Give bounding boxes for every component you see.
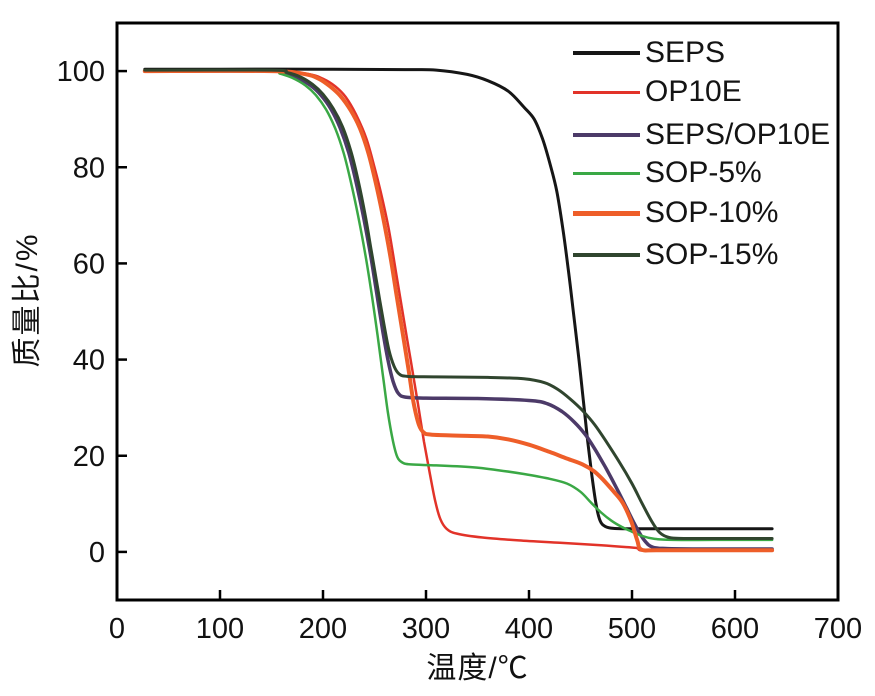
y-tick-label: 80: [73, 152, 105, 184]
x-tick-label: 700: [814, 613, 862, 645]
curve-SEPS: [143, 67, 774, 531]
legend-label: SEPS/OP10E: [645, 118, 831, 151]
curve-OP10E: [143, 69, 774, 552]
legend-item-SEPS: SEPS: [573, 33, 725, 73]
y-tick-label: 100: [57, 56, 105, 88]
y-tick-label: 20: [73, 441, 105, 473]
x-axis-label: 温度/℃: [426, 652, 529, 685]
legend-line-icon: [573, 90, 640, 94]
x-tick-label: 0: [109, 613, 125, 645]
legend-item-SOP-5%: SOP-5%: [573, 153, 762, 193]
y-tick-label: 60: [73, 248, 105, 280]
legend-label: SOP-5%: [645, 156, 762, 189]
legend-line-icon: [573, 133, 640, 137]
y-axis-label: 质量比/%: [11, 232, 44, 368]
x-tick-label: 300: [402, 613, 450, 645]
x-tick-label: 500: [608, 613, 656, 645]
legend-item-OP10E: OP10E: [573, 72, 742, 112]
legend-label: SOP-15%: [645, 238, 779, 271]
legend-line-icon: [573, 253, 640, 257]
curve-SOP-5%: [143, 69, 774, 542]
legend-label: SOP-10%: [645, 196, 779, 229]
legend-line-icon: [573, 171, 640, 175]
legend-line-icon: [573, 210, 640, 216]
curve-SOP-15%: [143, 68, 774, 541]
y-tick-label: 0: [89, 537, 105, 569]
x-tick-label: 200: [299, 613, 347, 645]
x-tick-label: 600: [711, 613, 759, 645]
legend-item-SEPS/OP10E: SEPS/OP10E: [573, 115, 830, 155]
x-tick-label: 100: [196, 613, 244, 645]
legend-item-SOP-10%: SOP-10%: [573, 193, 778, 233]
legend-label: OP10E: [645, 75, 742, 108]
legend-line-icon: [573, 51, 640, 55]
legend-item-SOP-15%: SOP-15%: [573, 235, 778, 275]
y-tick-label: 40: [73, 345, 105, 377]
curve-SOP-10%: [142, 68, 775, 553]
legend-label: SEPS: [645, 36, 726, 69]
plot-frame: [115, 21, 840, 602]
x-tick-label: 400: [505, 613, 553, 645]
